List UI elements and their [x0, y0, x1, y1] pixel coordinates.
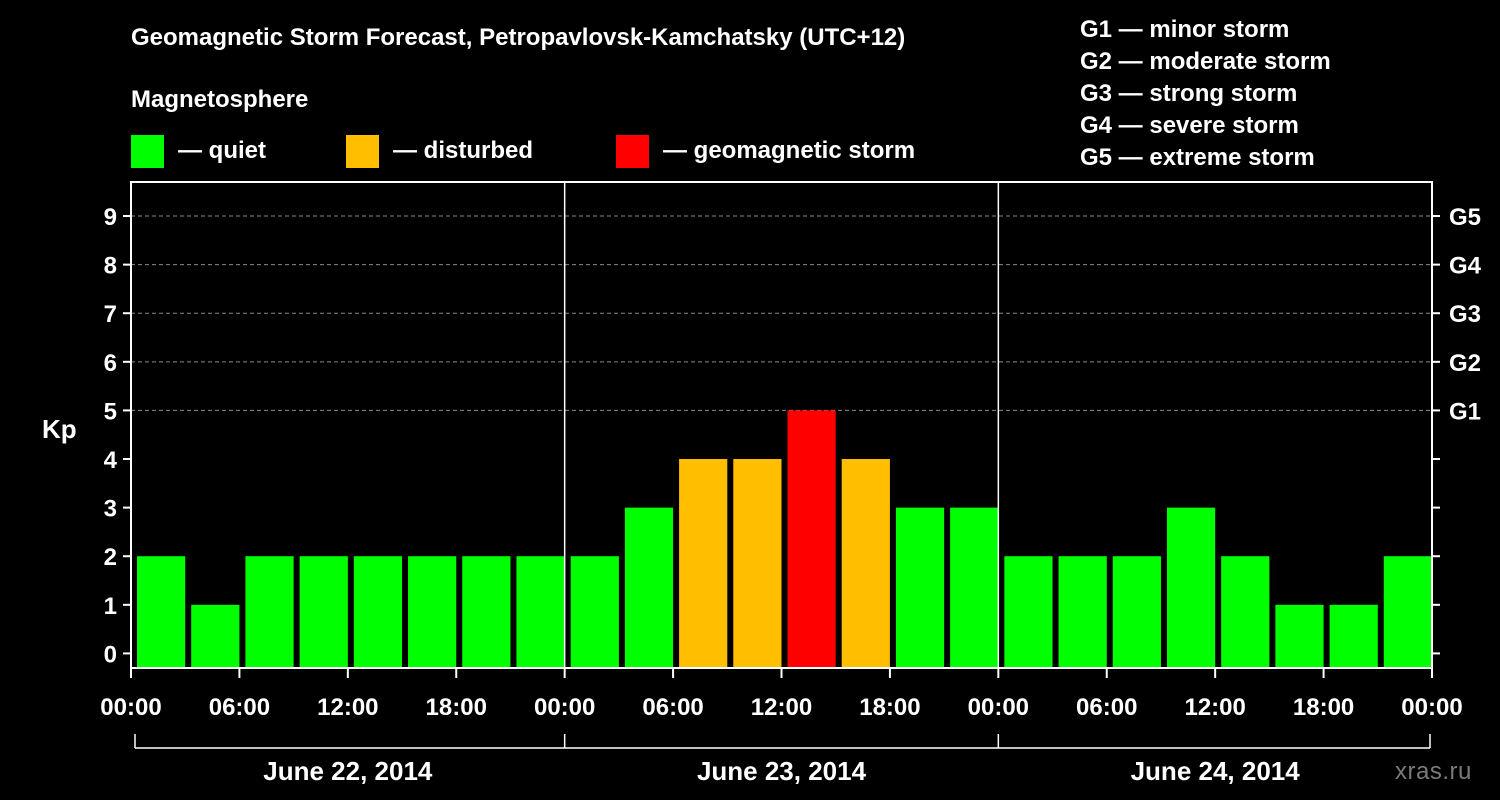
y-tick-label: 7	[104, 301, 117, 328]
y-tick-label: 9	[104, 204, 117, 231]
kp-bar	[137, 556, 186, 668]
y-tick-label: 3	[104, 496, 117, 523]
kp-bar	[1329, 604, 1378, 668]
x-tick-label: 00:00	[968, 694, 1029, 721]
g-level-label: G4	[1449, 253, 1482, 280]
kp-bar	[1112, 556, 1161, 668]
x-tick-label: 06:00	[209, 694, 270, 721]
g-scale-item: G3 — strong storm	[1080, 80, 1298, 107]
x-tick-label: 18:00	[1293, 694, 1354, 721]
g-scale-item: G4 — severe storm	[1080, 112, 1299, 139]
x-tick-label: 00:00	[534, 694, 595, 721]
chart-title: Geomagnetic Storm Forecast, Petropavlovs…	[131, 24, 906, 51]
kp-bar	[462, 556, 511, 668]
kp-bar	[353, 556, 403, 668]
kp-bar	[1058, 556, 1107, 668]
x-tick-label: 12:00	[1184, 694, 1245, 721]
g-level-label: G5	[1449, 204, 1481, 231]
x-tick-label: 18:00	[859, 694, 920, 721]
kp-bar	[299, 556, 348, 668]
date-label: June 22, 2014	[263, 756, 433, 786]
legend-label-storm: — geomagnetic storm	[663, 137, 916, 164]
legend-item-storm: — geomagnetic storm	[616, 134, 915, 168]
g-level-label: G1	[1449, 398, 1481, 425]
y-axis-label: Kp	[42, 414, 77, 444]
kp-bar	[516, 556, 565, 668]
x-tick-label: 06:00	[1076, 694, 1137, 721]
kp-bar	[570, 556, 619, 668]
legend-label-disturbed: — disturbed	[393, 137, 534, 164]
y-tick-label: 6	[104, 350, 117, 377]
kp-bar	[408, 556, 457, 668]
kp-bar	[733, 459, 782, 668]
legend-swatch-storm	[616, 134, 649, 168]
date-label: June 24, 2014	[1131, 756, 1301, 786]
x-tick-label: 06:00	[642, 694, 703, 721]
x-tick-label: 18:00	[426, 694, 487, 721]
kp-bar	[191, 604, 240, 668]
y-tick-label: 1	[104, 593, 117, 620]
x-tick-label: 12:00	[317, 694, 378, 721]
g-scale-item: G2 — moderate storm	[1080, 48, 1331, 75]
y-tick-label: 2	[104, 544, 117, 571]
legend-heading: Magnetosphere	[131, 86, 309, 113]
g-scale-item: G5 — extreme storm	[1080, 144, 1315, 171]
kp-bar	[895, 507, 945, 668]
y-tick-label: 5	[104, 398, 117, 425]
kp-bar	[245, 556, 294, 668]
y-tick-label: 8	[104, 253, 117, 280]
kp-bar	[1383, 556, 1432, 668]
legend-item-disturbed: — disturbed	[346, 134, 533, 168]
kp-bar	[841, 459, 890, 668]
kp-bar	[1221, 556, 1270, 668]
kp-bar	[787, 410, 836, 668]
kp-bar	[1166, 507, 1216, 668]
legend-swatch-disturbed	[346, 134, 379, 168]
kp-bar	[1275, 604, 1324, 668]
g-scale-item: G1 — minor storm	[1080, 16, 1290, 43]
kp-bar	[624, 507, 674, 668]
y-tick-label: 4	[104, 447, 118, 474]
legend-item-quiet: — quiet	[131, 134, 266, 168]
date-label: June 23, 2014	[697, 756, 867, 786]
x-tick-label: 00:00	[100, 694, 161, 721]
kp-bar	[679, 459, 728, 668]
legend-label-quiet: — quiet	[178, 137, 266, 164]
watermark: xras.ru	[1395, 758, 1472, 785]
x-tick-label: 12:00	[751, 694, 812, 721]
x-tick-label: 00:00	[1401, 694, 1462, 721]
g-level-label: G3	[1449, 301, 1481, 328]
g-scale-list: G1 — minor storm G2 — moderate storm G3 …	[1080, 14, 1331, 174]
kp-bar	[950, 507, 999, 668]
y-tick-label: 0	[104, 641, 117, 668]
legend-swatch-quiet	[131, 134, 164, 168]
kp-bar	[1004, 556, 1053, 668]
g-level-label: G2	[1449, 350, 1481, 377]
